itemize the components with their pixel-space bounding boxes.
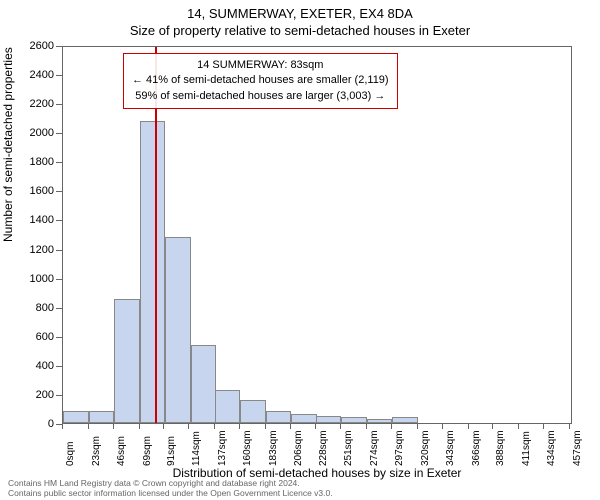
y-tick-label: 1600 [30, 185, 54, 197]
x-tick-mark [113, 424, 114, 429]
histogram-bar [341, 417, 367, 423]
x-tick-mark [543, 424, 544, 429]
y-tick-label: 1800 [30, 156, 54, 168]
y-tick-label: 1400 [30, 214, 54, 226]
x-tick-label: 457sqm [572, 430, 583, 466]
x-tick-mark [88, 424, 89, 429]
histogram-chart: 14 SUMMERWAY: 83sqm ← 41% of semi-detach… [62, 46, 572, 424]
histogram-bar [316, 416, 342, 423]
x-tick-label: 388sqm [495, 430, 506, 466]
y-tick-label: 1200 [30, 244, 54, 256]
y-tick-label: 2200 [30, 98, 54, 110]
x-tick-mark [163, 424, 164, 429]
y-tick-label: 400 [36, 360, 54, 372]
x-tick-mark [366, 424, 367, 429]
x-tick-mark [417, 424, 418, 429]
x-tick-mark [492, 424, 493, 429]
x-tick-mark [569, 424, 570, 429]
histogram-bar [291, 414, 317, 423]
y-tick-label: 0 [48, 418, 54, 430]
x-tick-mark [265, 424, 266, 429]
histogram-bar [114, 299, 140, 423]
x-tick-label: 23sqm [91, 436, 102, 466]
x-tick-mark [290, 424, 291, 429]
histogram-bar [215, 390, 241, 423]
footer-line1: Contains HM Land Registry data © Crown c… [8, 478, 333, 488]
x-tick-label: 320sqm [420, 430, 431, 466]
x-tick-label: 114sqm [191, 431, 202, 466]
x-tick-mark [139, 424, 140, 429]
x-tick-mark [468, 424, 469, 429]
y-tick-label: 2400 [30, 69, 54, 81]
footer-attribution: Contains HM Land Registry data © Crown c… [8, 478, 333, 498]
y-tick-label: 200 [36, 389, 54, 401]
y-tick-label: 600 [36, 331, 54, 343]
x-tick-mark [340, 424, 341, 429]
x-tick-mark [188, 424, 189, 429]
x-tick-label: 137sqm [217, 430, 228, 466]
x-tick-mark [62, 424, 63, 429]
histogram-bar [367, 419, 393, 423]
x-tick-label: 228sqm [318, 430, 329, 466]
histogram-bar [165, 237, 191, 423]
x-tick-label: 274sqm [369, 430, 380, 466]
histogram-bar [240, 400, 266, 423]
y-tick-label: 800 [36, 302, 54, 314]
x-tick-label: 46sqm [116, 436, 127, 466]
annotation-box: 14 SUMMERWAY: 83sqm ← 41% of semi-detach… [123, 53, 398, 109]
x-tick-mark [214, 424, 215, 429]
x-tick-label: 69sqm [142, 436, 153, 466]
histogram-bar [140, 121, 166, 423]
x-tick-mark [239, 424, 240, 429]
x-tick-mark [442, 424, 443, 429]
histogram-bar [63, 411, 89, 423]
histogram-bar [191, 345, 217, 424]
x-tick-label: 160sqm [242, 430, 253, 466]
x-tick-label: 251sqm [343, 430, 354, 466]
x-tick-mark [518, 424, 519, 429]
y-tick-label: 2000 [30, 127, 54, 139]
annotation-line2: ← 41% of semi-detached houses are smalle… [132, 73, 389, 88]
x-tick-mark [315, 424, 316, 429]
x-tick-label: 434sqm [546, 430, 557, 466]
x-tick-label: 0sqm [65, 442, 76, 466]
histogram-bar [392, 417, 418, 423]
x-tick-label: 297sqm [394, 430, 405, 466]
x-tick-label: 366sqm [471, 430, 482, 466]
y-axis: 0200400600800100012001400160018002000220… [0, 46, 62, 424]
annotation-line1: 14 SUMMERWAY: 83sqm [132, 58, 389, 73]
x-tick-label: 343sqm [445, 430, 456, 466]
x-tick-label: 411sqm [521, 431, 532, 466]
footer-line2: Contains public sector information licen… [8, 488, 333, 498]
page-title-address: 14, SUMMERWAY, EXETER, EX4 8DA [0, 0, 600, 21]
histogram-bar [89, 411, 115, 423]
histogram-bar [266, 411, 292, 423]
page-subtitle: Size of property relative to semi-detach… [0, 21, 600, 38]
x-tick-label: 91sqm [166, 436, 177, 466]
x-tick-label: 183sqm [268, 430, 279, 466]
x-tick-mark [391, 424, 392, 429]
y-tick-label: 1000 [30, 273, 54, 285]
y-tick-label: 2600 [30, 40, 54, 52]
x-tick-label: 206sqm [293, 430, 304, 466]
annotation-line3: 59% of semi-detached houses are larger (… [132, 89, 389, 104]
